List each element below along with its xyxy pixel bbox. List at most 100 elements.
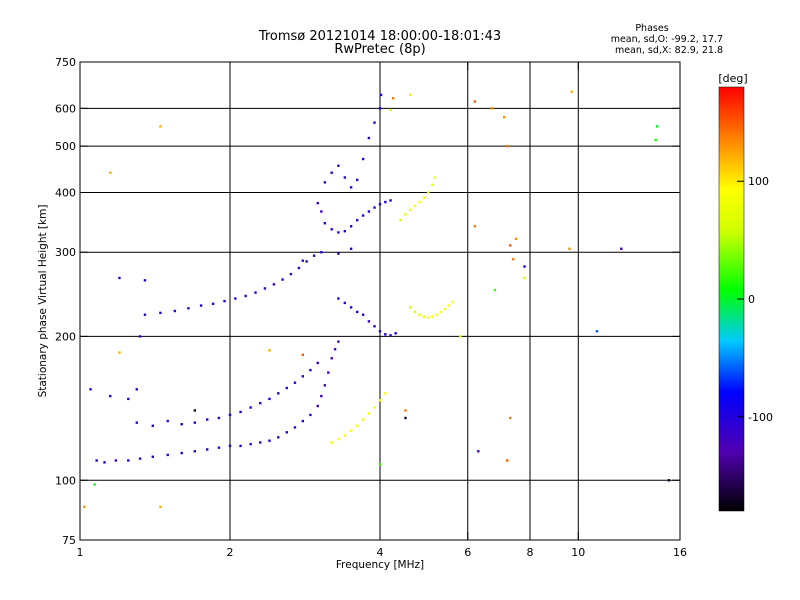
data-point [389, 334, 392, 337]
data-point [349, 247, 353, 250]
colorbar-label: [deg] [718, 72, 747, 85]
data-point [95, 459, 98, 462]
y-tick-label: 200 [55, 330, 76, 343]
data-point [159, 505, 162, 509]
data-point [277, 436, 280, 439]
data-point [223, 299, 226, 303]
plot-area: 1 2 4 6 8 10 16 75 100 200 300 400 500 600 750 [55, 56, 687, 559]
data-point [655, 125, 659, 128]
data-point [193, 421, 197, 424]
data-point [343, 301, 347, 305]
data-point [193, 409, 197, 412]
data-point [394, 332, 397, 335]
data-point [378, 399, 382, 402]
x-tick-label: 1 [77, 546, 84, 559]
data-point [316, 201, 319, 205]
data-point [505, 459, 509, 462]
data-point [309, 413, 312, 417]
data-point [217, 446, 221, 449]
data-point [199, 304, 203, 307]
data-point [409, 306, 412, 309]
colorbar-tick-label: -100 [748, 411, 773, 424]
data-point [301, 353, 305, 357]
data-point [384, 200, 387, 204]
data-point [451, 300, 455, 304]
data-point [431, 315, 434, 318]
data-point [309, 368, 312, 372]
y-tick-label: 100 [55, 474, 76, 487]
data-point [427, 191, 430, 194]
data-point [511, 258, 515, 261]
data-point [151, 424, 155, 428]
data-point [391, 96, 395, 100]
data-point [330, 171, 333, 174]
data-point [502, 115, 506, 119]
data-point [333, 348, 337, 351]
data-point [409, 208, 412, 212]
x-tick-label: 6 [464, 546, 471, 559]
data-point [373, 206, 376, 209]
stats-line-o: mean, sd,O: -99.2, 17.7 [611, 34, 723, 45]
data-point [127, 397, 130, 401]
data-point [285, 386, 288, 390]
data-point [118, 351, 121, 354]
data-point [508, 416, 512, 420]
data-point [244, 294, 247, 298]
data-point [373, 406, 376, 409]
stats-heading: Phases [635, 23, 668, 34]
data-point [109, 171, 112, 174]
data-point [316, 404, 319, 408]
data-point [320, 251, 323, 254]
data-point [373, 121, 376, 124]
data-point [301, 259, 305, 262]
data-point [301, 375, 305, 378]
data-point [166, 419, 169, 423]
data-point [239, 444, 242, 448]
y-tick-label: 400 [55, 186, 76, 199]
data-point [323, 222, 327, 225]
data-point [422, 315, 426, 318]
data-point [349, 306, 353, 309]
stats-line-x: mean, sd,X: 82.9, 21.8 [615, 45, 723, 56]
data-point [312, 254, 316, 257]
data-point [138, 457, 142, 460]
data-point [330, 441, 333, 444]
data-point [228, 444, 232, 448]
data-point [389, 108, 392, 112]
x-tick-label: 8 [527, 546, 534, 559]
data-point [490, 107, 493, 110]
data-point [367, 210, 371, 213]
data-point [378, 107, 382, 110]
data-point [433, 176, 436, 179]
data-point [378, 203, 382, 206]
data-point [384, 333, 387, 336]
data-points [83, 90, 671, 509]
data-point [373, 325, 376, 328]
axis-ticks: 1 2 4 6 8 10 16 75 100 200 300 400 500 600 750 [55, 56, 687, 559]
data-point [301, 419, 305, 423]
data-point [404, 416, 407, 420]
data-point [477, 450, 480, 453]
colorbar-tick-label: 100 [748, 175, 769, 188]
data-point [159, 125, 162, 128]
chart-title: Tromsø 20121014 18:00:00-18:01:43 [258, 29, 501, 44]
data-point [135, 388, 138, 391]
data-point [281, 278, 284, 281]
data-point [349, 186, 353, 189]
data-point [343, 434, 347, 437]
data-point [297, 266, 301, 270]
y-tick-label: 75 [62, 534, 76, 547]
data-point [349, 225, 353, 228]
data-point [263, 287, 267, 290]
colorbar-tick-label: 0 [748, 293, 755, 306]
data-point [367, 320, 371, 323]
x-axis-title: Frequency [MHz] [336, 559, 424, 571]
data-point [249, 406, 252, 409]
data-point [361, 313, 365, 316]
data-point [293, 426, 297, 429]
data-point [337, 437, 340, 441]
data-point [254, 291, 257, 294]
data-point [285, 431, 288, 434]
data-point [289, 272, 293, 276]
